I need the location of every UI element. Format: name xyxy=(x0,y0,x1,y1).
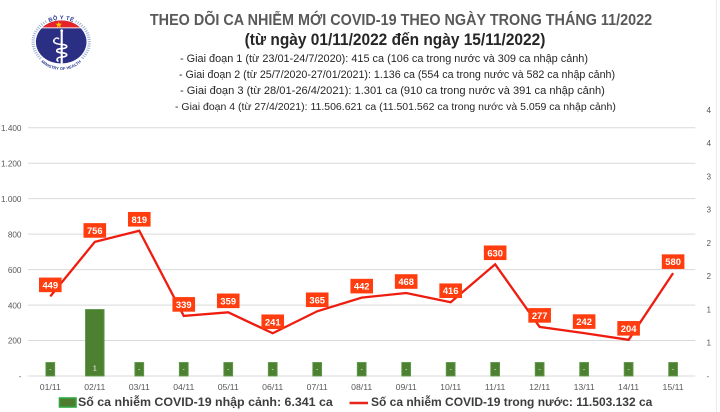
svg-text:08/11: 08/11 xyxy=(351,382,372,392)
svg-text:1: 1 xyxy=(707,339,712,348)
svg-text:09/11: 09/11 xyxy=(396,382,417,392)
svg-text:-: - xyxy=(316,366,318,373)
svg-text:-: - xyxy=(227,366,229,373)
svg-text:-: - xyxy=(138,366,140,373)
svg-text:400: 400 xyxy=(8,301,22,310)
svg-text:756: 756 xyxy=(87,225,103,236)
svg-text:-: - xyxy=(450,366,452,373)
svg-text:-: - xyxy=(405,366,407,373)
svg-text:819: 819 xyxy=(131,214,147,225)
svg-text:204: 204 xyxy=(621,323,637,334)
svg-text:600: 600 xyxy=(8,266,22,275)
svg-text:4: 4 xyxy=(707,106,712,115)
svg-text:-: - xyxy=(672,366,674,373)
svg-text:449: 449 xyxy=(42,279,58,290)
svg-text:-: - xyxy=(361,366,363,373)
svg-text:3: 3 xyxy=(707,172,712,181)
svg-text:2: 2 xyxy=(707,272,712,281)
svg-text:-: - xyxy=(183,366,185,373)
svg-text:05/11: 05/11 xyxy=(218,382,239,392)
svg-text:800: 800 xyxy=(8,230,22,239)
svg-text:-: - xyxy=(49,366,51,373)
svg-text:242: 242 xyxy=(576,316,592,327)
svg-text:12/11: 12/11 xyxy=(529,382,550,392)
svg-text:-: - xyxy=(583,366,585,373)
svg-text:241: 241 xyxy=(265,316,281,327)
svg-text:14/11: 14/11 xyxy=(618,382,639,392)
svg-text:3: 3 xyxy=(707,206,712,215)
svg-text:-: - xyxy=(707,372,710,381)
svg-text:416: 416 xyxy=(443,285,459,296)
svg-text:359: 359 xyxy=(220,295,236,306)
svg-text:1.200: 1.200 xyxy=(1,159,22,168)
svg-text:-: - xyxy=(494,366,496,373)
svg-text:1: 1 xyxy=(707,305,712,314)
svg-text:10/11: 10/11 xyxy=(440,382,461,392)
svg-text:468: 468 xyxy=(398,276,414,287)
svg-text:1.400: 1.400 xyxy=(1,124,22,133)
svg-text:03/11: 03/11 xyxy=(129,382,150,392)
svg-text:365: 365 xyxy=(309,294,325,305)
svg-text:1.000: 1.000 xyxy=(1,195,22,204)
svg-text:277: 277 xyxy=(532,310,548,321)
svg-text:442: 442 xyxy=(354,281,370,292)
svg-text:BỘ Y TẾ: BỘ Y TẾ xyxy=(48,14,75,24)
svg-text:11/11: 11/11 xyxy=(485,382,506,392)
svg-text:15/11: 15/11 xyxy=(663,382,684,392)
svg-text:04/11: 04/11 xyxy=(173,382,194,392)
svg-text:-: - xyxy=(19,372,22,381)
svg-text:02/11: 02/11 xyxy=(84,382,105,392)
svg-text:-: - xyxy=(272,366,274,373)
svg-text:1: 1 xyxy=(93,366,97,373)
svg-text:580: 580 xyxy=(665,256,681,267)
svg-text:01/11: 01/11 xyxy=(40,382,61,392)
svg-text:339: 339 xyxy=(176,299,192,310)
svg-text:4: 4 xyxy=(707,139,712,148)
svg-text:06/11: 06/11 xyxy=(262,382,283,392)
svg-text:13/11: 13/11 xyxy=(574,382,595,392)
svg-text:2: 2 xyxy=(707,239,712,248)
svg-text:-: - xyxy=(628,366,630,373)
svg-text:630: 630 xyxy=(487,247,503,258)
svg-text:-: - xyxy=(539,366,541,373)
svg-text:07/11: 07/11 xyxy=(307,382,328,392)
svg-text:200: 200 xyxy=(8,337,22,346)
